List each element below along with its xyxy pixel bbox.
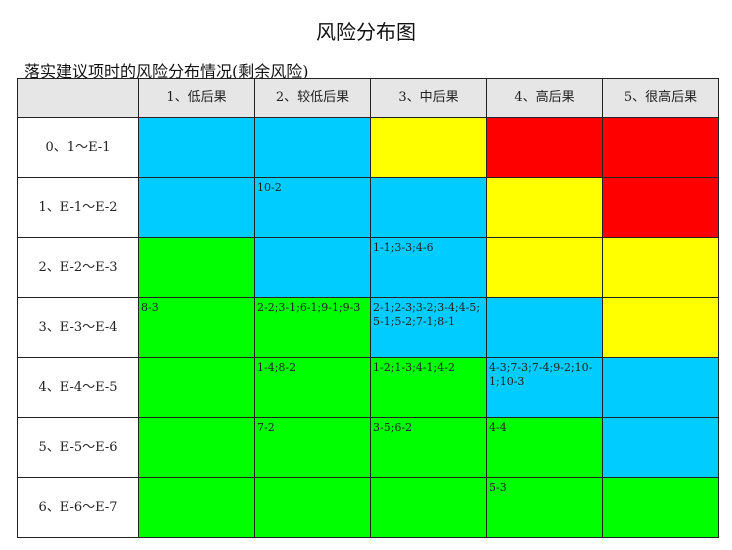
risk-matrix: 1、低后果 2、较低后果 3、中后果 4、高后果 5、很高后果 0、1～E-1 1、E-1～… (17, 78, 719, 538)
table-row: 6、E-6～E-7 5-3 (17, 477, 719, 538)
row-label: 1、E-1～E-2 (17, 177, 139, 238)
column-header (17, 78, 139, 118)
page-title: 风险分布图 (316, 20, 416, 44)
matrix-cell (486, 237, 603, 298)
table-row: 2、E-2～E-3 1-1;3-3;4-6 (17, 237, 719, 298)
matrix-cell: 10-2 (254, 177, 371, 238)
matrix-cell: 2-1;2-3;3-2;3-4;4-5;5-1;5-2;7-1;8-1 (370, 297, 487, 358)
matrix-cell (138, 117, 255, 178)
matrix-cell: 7-2 (254, 417, 371, 478)
column-header: 2、较低后果 (254, 78, 371, 118)
table-row: 5、E-5～E-6 7-2 3-5;6-2 4-4 (17, 417, 719, 478)
matrix-cell (602, 177, 719, 238)
matrix-cell: 4-4 (486, 417, 603, 478)
matrix-cell: 1-1;3-3;4-6 (370, 237, 487, 298)
table-row: 3、E-3～E-4 8-3 2-2;3-1;6-1;9-1;9-3 2-1;2-3;3… (17, 297, 719, 358)
matrix-cell: 8-3 (138, 297, 255, 358)
column-header: 5、很高后果 (602, 78, 719, 118)
matrix-cell (486, 297, 603, 358)
matrix-cell (138, 417, 255, 478)
column-header: 3、中后果 (370, 78, 487, 118)
matrix-cell (138, 477, 255, 538)
row-label: 2、E-2～E-3 (17, 237, 139, 298)
matrix-cell (602, 237, 719, 298)
column-header: 4、高后果 (486, 78, 603, 118)
row-label: 5、E-5～E-6 (17, 417, 139, 478)
row-label: 3、E-3～E-4 (17, 297, 139, 358)
matrix-cell (138, 237, 255, 298)
matrix-cell (602, 417, 719, 478)
table-row: 1、E-1～E-2 10-2 (17, 177, 719, 238)
matrix-cell (486, 177, 603, 238)
matrix-cell: 5-3 (486, 477, 603, 538)
column-header: 1、低后果 (138, 78, 255, 118)
table-row: 0、1～E-1 (17, 117, 719, 178)
matrix-cell (254, 477, 371, 538)
matrix-cell (370, 477, 487, 538)
table-caption: 落实建议项时的风险分布情况(剩余风险) (24, 62, 309, 81)
matrix-cell: 2-2;3-1;6-1;9-1;9-3 (254, 297, 371, 358)
matrix-cell (486, 117, 603, 178)
matrix-cell: 1-4;8-2 (254, 357, 371, 418)
matrix-cell (254, 237, 371, 298)
matrix-cell (602, 357, 719, 418)
matrix-cell: 1-2;1-3;4-1;4-2 (370, 357, 487, 418)
matrix-cell (602, 117, 719, 178)
matrix-cell (254, 117, 371, 178)
matrix-cell (370, 177, 487, 238)
row-label: 0、1～E-1 (17, 117, 139, 178)
matrix-cell: 3-5;6-2 (370, 417, 487, 478)
row-label: 4、E-4～E-5 (17, 357, 139, 418)
matrix-cell (138, 357, 255, 418)
matrix-cell (138, 177, 255, 238)
matrix-cell (602, 297, 719, 358)
row-label: 6、E-6～E-7 (17, 477, 139, 538)
matrix-cell (602, 477, 719, 538)
matrix-cell (370, 117, 487, 178)
header-row: 1、低后果 2、较低后果 3、中后果 4、高后果 5、很高后果 (17, 78, 719, 118)
matrix-cell: 4-3;7-3;7-4;9-2;10-1;10-3 (486, 357, 603, 418)
table-row: 4、E-4～E-5 1-4;8-2 1-2;1-3;4-1;4-2 4-3;7-3;7… (17, 357, 719, 418)
